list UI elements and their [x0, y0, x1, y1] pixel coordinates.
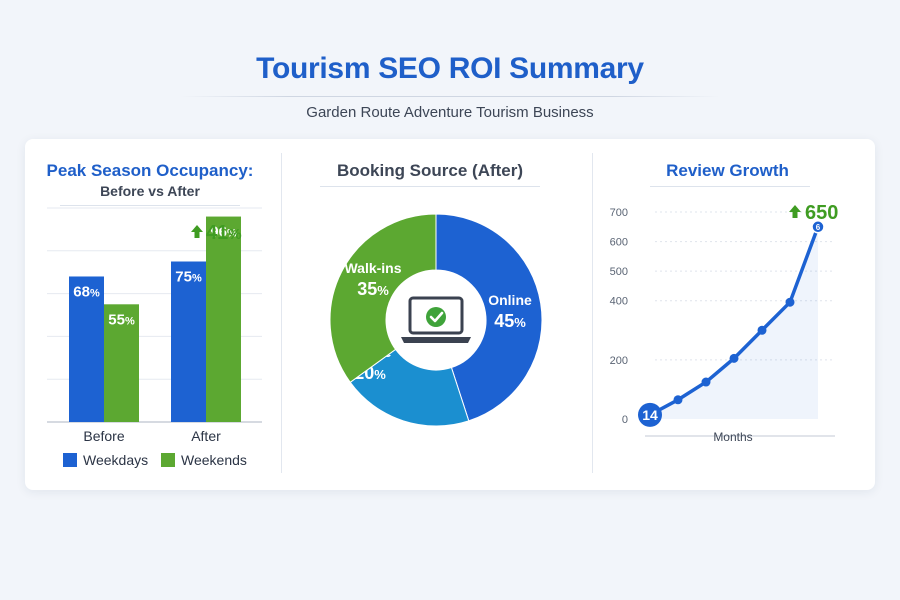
occupancy-bar-value-label: 55%	[108, 311, 135, 328]
pie-slice-phone	[349, 348, 470, 427]
check-circle-icon	[426, 307, 446, 327]
title-divider	[180, 96, 720, 97]
review-start-label: 14	[642, 407, 658, 423]
summary-card	[25, 139, 875, 490]
occupancy-bar-weekends-after	[206, 216, 241, 422]
occupancy-legend-weekends: Weekends	[161, 452, 247, 468]
occupancy-bar-value-label: 96%	[210, 224, 237, 241]
pie-slice-value-label: 45%	[494, 311, 526, 331]
occupancy-bar-weekdays-before	[69, 276, 104, 422]
review-x-axis-label: Months	[713, 430, 752, 444]
review-y-tick-label: 600	[610, 237, 628, 249]
page-title: Tourism SEO ROI Summary	[256, 52, 644, 85]
occupancy-bar-value-label: 75%	[175, 269, 202, 286]
review-growth-annotation: 650	[805, 202, 838, 224]
booking-source-title: Booking Source (After)	[336, 161, 524, 180]
review-data-point	[729, 353, 739, 363]
review-growth-title: Review Growth	[666, 161, 789, 180]
panel-divider-left	[281, 153, 282, 473]
review-end-point	[811, 220, 825, 234]
occupancy-title-rule	[60, 205, 240, 206]
panel-divider-right	[592, 153, 593, 473]
pie-slice-walkins	[329, 213, 437, 384]
occupancy-bar-value-label: 68%	[73, 283, 100, 300]
weekends-swatch	[161, 453, 175, 467]
occupancy-x-tick-label: After	[191, 428, 221, 444]
weekdays-swatch	[63, 453, 77, 467]
review-y-tick-label: 500	[610, 266, 628, 278]
review-y-tick-label: 400	[610, 296, 628, 308]
review-y-tick-label: 700	[610, 207, 628, 219]
review-data-point	[673, 395, 683, 405]
laptop-base-icon	[401, 337, 471, 343]
pie-slice-name-label: Walk-ins	[344, 260, 401, 276]
occupancy-x-tick-label: Before	[83, 428, 124, 444]
review-data-point	[757, 325, 767, 335]
pie-slice-name-label: Online	[488, 292, 532, 308]
page-subtitle: Garden Route Adventure Tourism Business	[306, 104, 594, 121]
occupancy-increase-annotation: 41%	[206, 222, 242, 244]
review-y-tick-label: 200	[610, 355, 628, 367]
review-data-point	[701, 377, 711, 387]
occupancy-chart-title: Peak Season Occupancy:	[46, 161, 254, 180]
arrow-up-icon	[789, 205, 801, 218]
occupancy-bar-weekdays-after	[171, 261, 206, 422]
arrow-up-icon	[191, 225, 203, 238]
occupancy-bar-weekends-before	[104, 304, 139, 422]
occupancy-chart-subtitle: Before vs After	[100, 183, 200, 199]
review-start-point	[638, 402, 662, 427]
occupancy-legend-weekdays: Weekdays	[63, 452, 148, 468]
review-y-tick-label: 0	[622, 414, 628, 426]
check-mark-icon	[429, 311, 444, 323]
laptop-check-icon	[408, 296, 464, 335]
pie-slice-online	[435, 213, 543, 422]
review-data-point	[785, 297, 795, 307]
review-title-rule	[650, 186, 810, 187]
weekends-legend-label: Weekends	[181, 452, 247, 468]
review-end-point-label: 6	[816, 223, 821, 232]
booking-title-rule	[320, 186, 540, 187]
pie-slice-value-label: 35%	[357, 279, 389, 299]
weekdays-legend-label: Weekdays	[83, 452, 149, 468]
review-area-fill	[650, 226, 818, 419]
